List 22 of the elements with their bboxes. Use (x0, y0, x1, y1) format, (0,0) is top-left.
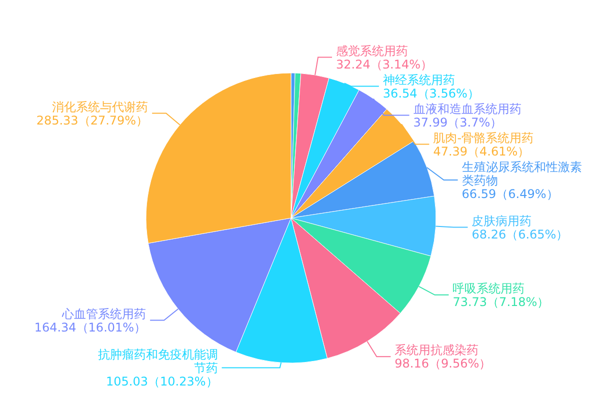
slice-label: 生殖泌尿系统和性激素类药物 (462, 160, 582, 188)
data-label: 47.39（4.61%） (433, 144, 530, 158)
data-label: 285.33（27.79%） (36, 113, 148, 128)
slice-label: 抗肿瘤药和免疫机能调节药 (98, 348, 218, 375)
slice-label: 皮肤病用药 (472, 214, 532, 228)
data-label: 66.59（6.49%） (462, 186, 558, 201)
data-label: 36.54（3.56%） (382, 86, 480, 100)
data-label: 37.99（3.7%） (413, 115, 502, 130)
slice-label: 心血管系统用药 (61, 306, 146, 321)
data-label: 68.26（6.65%） (472, 227, 568, 242)
data-label: 98.16（9.56%） (394, 356, 492, 371)
slice-label: 肌肉-骨骼系统用药 (433, 130, 534, 145)
slice-label: 呼吸系统用药 (452, 281, 525, 296)
slice-label: 血液和造血系统用药 (413, 102, 522, 116)
slice-label: 感觉系统用药 (336, 44, 408, 58)
data-label: 32.24（3.14%） (336, 57, 433, 72)
slice-label: 神经系统用药 (382, 72, 455, 87)
data-label: 105.03（10.23%） (106, 374, 218, 388)
data-label: 164.34（16.01%） (34, 320, 146, 334)
slice-label: 系统用抗感染药 (394, 343, 479, 358)
data-label: 73.73（7.18%） (452, 294, 550, 309)
slice-label: 消化系统与代谢药 (52, 100, 148, 114)
